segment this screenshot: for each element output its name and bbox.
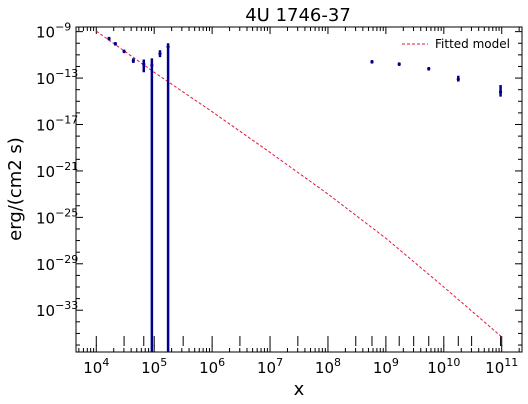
y-tick-label: 10−13: [36, 67, 78, 88]
plot-frame: [75, 26, 523, 353]
x-tick-label: 1011: [485, 356, 518, 377]
fitted-model-line: [96, 30, 503, 338]
data-point: [113, 42, 117, 46]
data-point: [397, 62, 401, 66]
fitted-model-series: [96, 30, 503, 338]
data-point: [158, 52, 162, 56]
data-point: [150, 63, 154, 67]
x-axis-ticks: [78, 27, 520, 352]
data-point: [142, 62, 146, 66]
y-tick-label: 10−29: [36, 253, 78, 274]
data-point: [456, 77, 460, 81]
x-tick-label: 106: [199, 356, 225, 377]
x-tick-label: 1010: [427, 356, 460, 377]
x-axis-label: x: [294, 379, 305, 400]
y-tick-labels: 10−9 10−13 10−17 10−21 10−25 10−29 10−33: [36, 21, 78, 321]
chart-title: 4U 1746-37: [245, 5, 351, 26]
x-tick-label: 104: [83, 356, 109, 377]
x-tick-labels: 104 105 106 107 108 109 1010 1011: [83, 356, 518, 377]
data-point: [131, 59, 135, 63]
data-point: [498, 90, 503, 94]
y-tick-label: 10−9: [36, 21, 71, 42]
y-tick-label: 10−25: [36, 206, 78, 227]
data-series: [107, 36, 503, 352]
x-tick-label: 105: [141, 356, 167, 377]
y-tick-label: 10−17: [36, 114, 78, 135]
y-axis-ticks: [76, 31, 522, 346]
y-tick-label: 10−33: [36, 299, 78, 320]
data-point: [427, 67, 431, 71]
y-axis-label: erg/(cm2 s): [5, 137, 26, 241]
x-tick-label: 108: [315, 356, 341, 377]
data-point: [370, 60, 374, 64]
data-point: [107, 37, 111, 41]
plot-area: [75, 26, 523, 353]
x-tick-label: 109: [373, 356, 399, 377]
data-point: [122, 49, 126, 53]
x-tick-label: 107: [257, 356, 283, 377]
rug-ticks: [95, 336, 503, 346]
y-tick-label: 10−21: [36, 160, 78, 181]
legend: Fitted model: [402, 37, 510, 51]
data-point: [166, 45, 170, 49]
legend-label-fitted-model: Fitted model: [435, 37, 510, 51]
